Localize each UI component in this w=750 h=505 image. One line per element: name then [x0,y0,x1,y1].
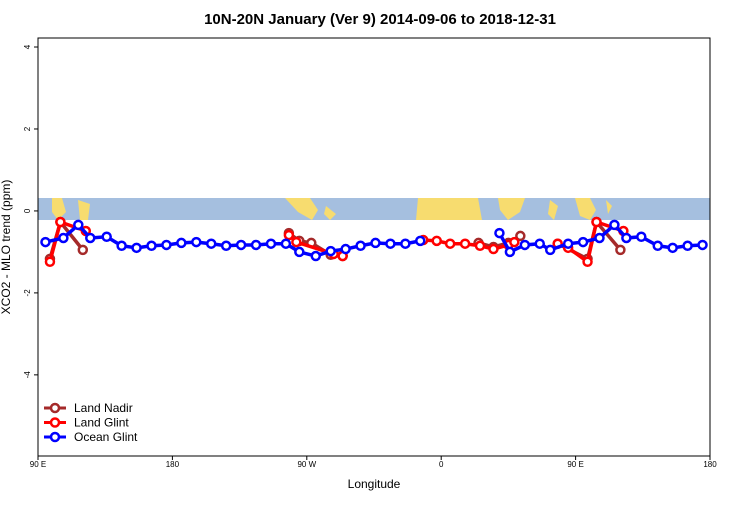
y-tick-label: 2 [23,126,32,131]
data-point [652,240,663,252]
data-point [609,219,620,231]
data-point [504,246,516,258]
data-point [667,242,678,254]
x-tick-label: 90 W [297,460,316,469]
data-point [621,232,632,244]
legend-entry: Land Nadir [44,401,133,415]
data-point [636,231,647,243]
data-point [176,237,187,249]
data-point [431,235,442,247]
data-point [131,242,142,254]
data-point [161,239,172,251]
chart-title: 10N-20N January (Ver 9) 2014-09-06 to 20… [204,11,556,28]
y-tick-label: 0 [23,208,32,213]
data-point [58,232,69,244]
data-point [355,240,366,252]
data-point [73,219,84,231]
x-tick-label: 90 E [567,460,583,469]
data-point [488,243,499,255]
x-tick-label: 90 E [30,460,46,469]
data-point [280,238,292,249]
data-point [235,239,247,251]
data-point [509,236,520,248]
data-point [340,243,351,255]
data-point [191,236,202,248]
legend-label: Land Glint [74,416,129,430]
data-point [40,236,51,248]
data-point [697,239,708,251]
data-point [370,237,381,249]
map-strip [38,198,710,220]
data-point [291,236,302,248]
data-point [205,238,217,249]
data-point [77,244,89,256]
x-axis-label: Longitude [348,477,401,491]
data-point [146,240,157,252]
data-point [534,238,546,249]
data-point [615,244,626,256]
data-point [265,238,277,249]
data-point [444,238,456,249]
data-point [594,232,605,244]
data-point [101,231,112,243]
x-tick-label: 0 [439,460,444,469]
y-tick-label: -4 [23,371,32,379]
y-tick-label: 4 [23,44,32,49]
data-point [519,239,531,251]
data-point [577,236,589,248]
legend-entry: Land Glint [44,416,129,430]
legend-label: Ocean Glint [74,430,138,444]
y-tick-label: -2 [23,289,32,297]
data-point [310,250,322,262]
legend-marker [49,402,61,414]
data-point [44,256,56,268]
data-point [294,246,305,258]
data-point [544,244,556,256]
legend-label: Land Nadir [74,401,133,415]
plot-frame [37,37,711,457]
data-point [562,238,574,249]
data-point [283,229,295,241]
data-point [582,256,593,268]
data-point [85,232,96,244]
data-point [415,235,426,247]
legend-entry: Ocean Glint [44,430,138,444]
data-point [250,239,262,251]
data-point [325,245,336,257]
data-point [385,238,396,249]
data-point [400,238,411,249]
data-point [515,230,526,242]
data-point [474,240,486,252]
data-point [591,216,602,228]
data-point [459,238,471,249]
data-point [494,227,505,239]
legend-marker [49,431,61,443]
data-point [55,216,66,228]
legend-marker [49,417,61,428]
x-tick-label: 180 [166,460,180,469]
data-point [116,240,127,252]
x-tick-label: 180 [703,460,717,469]
data-point [220,240,232,252]
data-point [682,240,693,252]
y-axis-label: XCO2 - MLO trend (ppm) [0,180,13,315]
